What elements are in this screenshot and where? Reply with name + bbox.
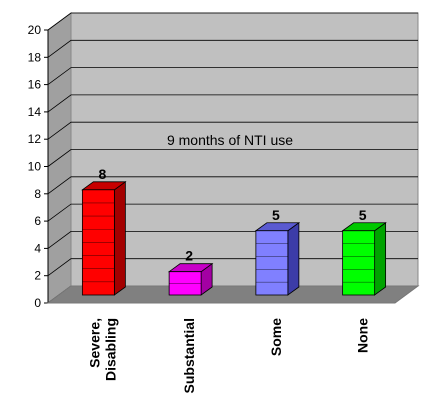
category-label: Severe, — [86, 318, 102, 368]
bar — [167, 262, 214, 296]
gridline — [47, 67, 418, 85]
y-tick-label: 20 — [28, 23, 42, 37]
value-label: 5 — [272, 207, 280, 223]
y-tick-label: 18 — [28, 50, 42, 64]
y-tick-label: 6 — [34, 214, 41, 228]
floor — [46, 285, 420, 304]
bar-side — [374, 221, 387, 296]
y-tick-label: 0 — [34, 296, 41, 310]
category-label: Some — [268, 318, 284, 356]
gridline — [47, 94, 418, 113]
y-tick-label: 10 — [28, 160, 42, 174]
gridline — [47, 12, 418, 31]
gridline — [47, 203, 418, 222]
gridline — [47, 230, 418, 249]
value-labels: 8 2 5 5 — [98, 166, 366, 264]
gridline — [47, 258, 418, 277]
y-tick-label: 2 — [34, 269, 41, 283]
bar-side — [113, 181, 126, 296]
category-label: None — [355, 318, 371, 353]
y-tick-label: 8 — [34, 187, 41, 201]
bar — [254, 221, 301, 296]
bar-front — [342, 230, 376, 296]
value-label: 8 — [98, 166, 106, 182]
gridline — [47, 121, 418, 140]
y-tick-label: 16 — [28, 78, 42, 92]
bar — [341, 221, 387, 296]
y-tick-label: 12 — [28, 132, 42, 146]
bar-side — [287, 221, 300, 296]
x-axis-labels: Severe, Disabling Substantial Some None — [86, 318, 370, 394]
gridline — [47, 39, 418, 58]
bar — [81, 181, 127, 296]
gridline — [47, 149, 418, 167]
value-label: 2 — [185, 248, 193, 264]
bar-front — [255, 230, 289, 296]
y-tick-label: 4 — [34, 241, 41, 255]
y-tick-label: 14 — [28, 105, 42, 119]
value-label: 5 — [359, 207, 367, 223]
chart-annotation: 9 months of NTI use — [167, 132, 293, 148]
category-label: Disabling — [102, 318, 118, 381]
gridline — [47, 176, 418, 195]
floor-panel — [46, 285, 420, 304]
bars — [81, 181, 387, 296]
category-label: Substantial — [181, 318, 197, 393]
